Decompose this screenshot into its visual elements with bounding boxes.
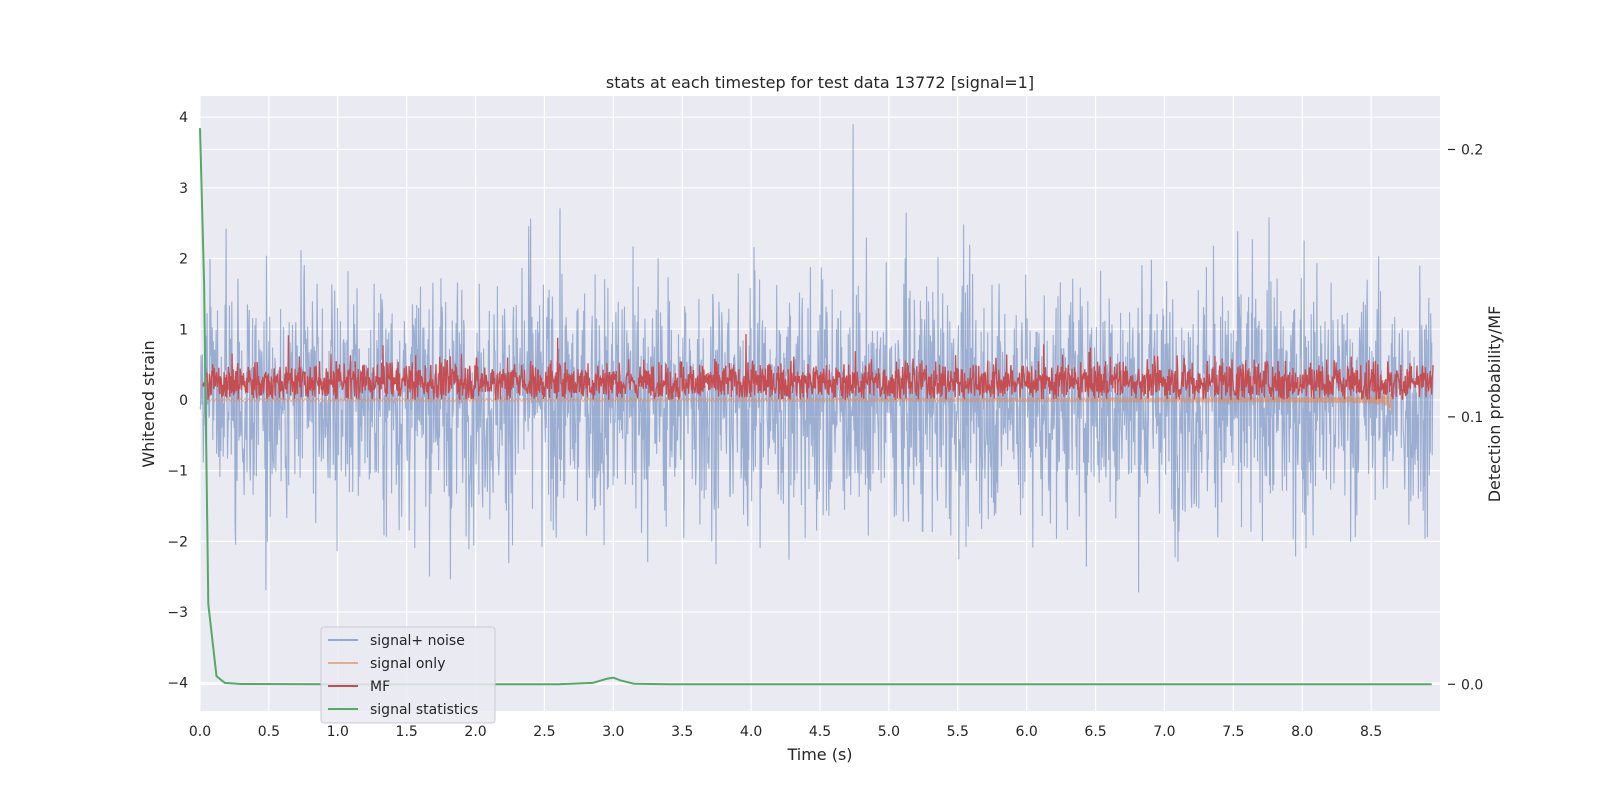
x-tick-label: 0.5 xyxy=(258,724,280,740)
y-tick-label: 1 xyxy=(179,322,188,338)
y2-tick-label: 0.0 xyxy=(1461,677,1483,693)
x-tick-label: 6.5 xyxy=(1084,724,1106,740)
x-tick-label: 4.5 xyxy=(809,724,831,740)
series-mf xyxy=(202,333,1434,401)
y-tick-label: −3 xyxy=(167,605,188,621)
y-tick-label: 4 xyxy=(179,110,188,126)
legend-box xyxy=(320,626,496,724)
legend-label-signal-statistics: signal statistics xyxy=(370,702,478,718)
y2-axis-title: Detection probability/MF xyxy=(1485,306,1504,503)
x-tick-label: 4.0 xyxy=(740,724,762,740)
y2-tick-label: 0.1 xyxy=(1461,410,1483,426)
y-axis-ticks: 4 3 2 1 0 −1 −2 −3 −4 xyxy=(167,110,188,692)
x-tick-label: 0.0 xyxy=(189,724,211,740)
x-tick-label: 5.5 xyxy=(947,724,969,740)
legend-label-mf: MF xyxy=(370,679,390,695)
x-tick-label: 8.0 xyxy=(1291,724,1313,740)
x-tick-label: 1.5 xyxy=(396,724,418,740)
y-tick-label: 2 xyxy=(179,252,188,268)
x-tick-label: 7.5 xyxy=(1222,724,1244,740)
x-tick-label: 5.0 xyxy=(878,724,900,740)
series-line-signal-statistics xyxy=(199,128,1432,686)
x-tick-label: 1.0 xyxy=(327,724,349,740)
x-tick-label: 7.0 xyxy=(1153,724,1175,740)
x-tick-label: 3.0 xyxy=(602,724,624,740)
series-signal-noise xyxy=(199,124,1434,593)
x-tick-label: 3.5 xyxy=(671,724,693,740)
x-tick-label: 8.5 xyxy=(1360,724,1382,740)
y-tick-label: −1 xyxy=(167,464,188,480)
chart-title: stats at each timestep for test data 137… xyxy=(606,73,1034,92)
y-axis-title: Whitened strain xyxy=(139,340,158,467)
y-tick-label: −2 xyxy=(167,534,188,550)
series-signal-only xyxy=(206,388,1393,415)
series-line-mf xyxy=(202,333,1434,401)
series-line-signal-noise xyxy=(199,124,1434,593)
series-signal-statistics xyxy=(199,128,1432,686)
legend: signal+ noise signal only MF signal stat… xyxy=(320,626,496,724)
legend-label-signal-noise: signal+ noise xyxy=(370,633,465,649)
y-tick-label: −4 xyxy=(167,676,188,692)
x-axis-title: Time (s) xyxy=(786,745,852,764)
series-line-signal-only xyxy=(206,388,1393,415)
y2-axis-ticks: 0.2 0.1 0.0 xyxy=(1448,142,1483,693)
x-tick-label: 2.5 xyxy=(533,724,555,740)
x-axis-ticks: 0.0 0.5 1.0 1.5 2.0 2.5 3.0 3.5 4.0 4.5 5.0 5.5 6.0 6… xyxy=(189,724,1382,740)
legend-label-signal-only: signal only xyxy=(370,656,445,672)
y-tick-label: 0 xyxy=(179,393,188,409)
y2-tick-label: 0.2 xyxy=(1461,142,1483,158)
x-tick-label: 6.0 xyxy=(1016,724,1038,740)
x-tick-label: 2.0 xyxy=(464,724,486,740)
y-tick-label: 3 xyxy=(179,181,188,197)
